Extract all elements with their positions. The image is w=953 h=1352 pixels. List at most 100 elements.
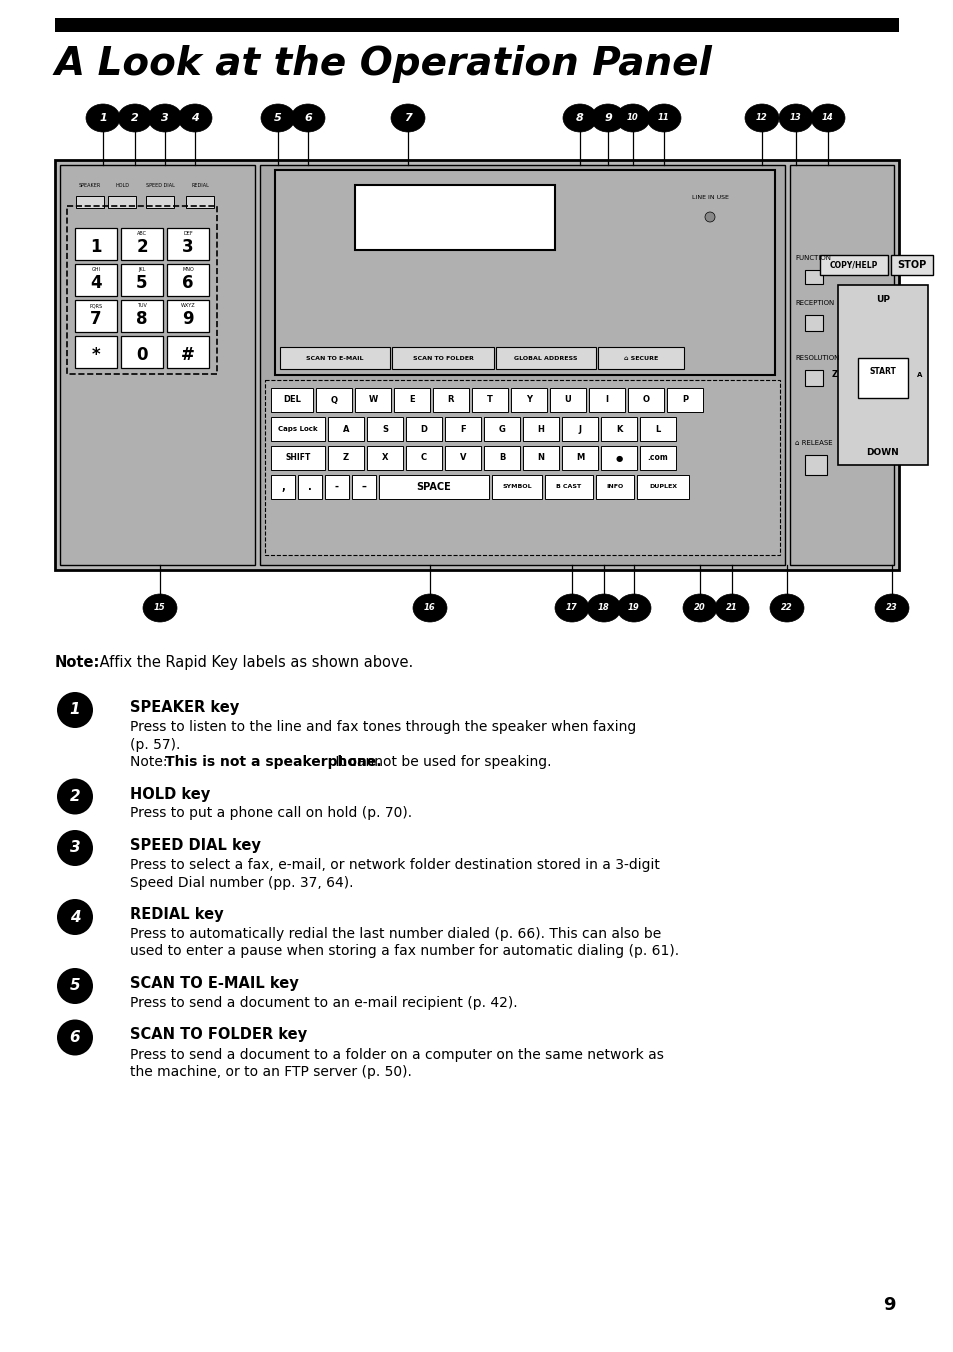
Text: 9: 9	[603, 114, 611, 123]
Text: J: J	[578, 425, 581, 434]
Text: 3: 3	[182, 238, 193, 256]
Text: S: S	[381, 425, 388, 434]
Text: 3: 3	[161, 114, 169, 123]
Text: Press to send a document to an e-mail recipient (p. 42).: Press to send a document to an e-mail re…	[130, 996, 517, 1010]
Bar	[804, 456, 826, 475]
Text: 5: 5	[70, 979, 80, 994]
Bar	[666, 388, 702, 412]
Text: ⌂ SECURE: ⌂ SECURE	[623, 356, 658, 361]
Bar	[260, 165, 784, 565]
Text: SYMBOL: SYMBOL	[501, 484, 531, 489]
Bar	[355, 185, 555, 250]
Text: Note:: Note:	[55, 654, 100, 671]
Text: A Look at the Operation Panel: A Look at the Operation Panel	[55, 45, 712, 82]
Bar	[271, 475, 294, 499]
Text: Press to select a fax, e-mail, or network folder destination stored in a 3-digit: Press to select a fax, e-mail, or networ…	[130, 859, 659, 872]
Text: SCAN TO E-MAIL key: SCAN TO E-MAIL key	[130, 976, 298, 991]
Text: 1: 1	[99, 114, 107, 123]
Text: GHI: GHI	[91, 266, 100, 272]
Text: 5: 5	[136, 274, 148, 292]
Bar	[75, 337, 117, 368]
Ellipse shape	[586, 594, 620, 622]
Text: DEL: DEL	[283, 396, 300, 404]
Text: 14: 14	[821, 114, 833, 123]
Text: A: A	[342, 425, 349, 434]
Text: Press to put a phone call on hold (p. 70).: Press to put a phone call on hold (p. 70…	[130, 807, 412, 821]
Ellipse shape	[261, 104, 294, 132]
Text: A: A	[917, 372, 922, 379]
Text: L: L	[655, 425, 659, 434]
Bar	[146, 196, 173, 208]
Text: MNO: MNO	[182, 266, 193, 272]
Text: Press to send a document to a folder on a computer on the same network as: Press to send a document to a folder on …	[130, 1048, 663, 1061]
Text: 1: 1	[70, 703, 80, 718]
Text: Q: Q	[330, 396, 337, 404]
Text: B: B	[498, 453, 505, 462]
Circle shape	[57, 830, 92, 867]
Text: 2: 2	[136, 238, 148, 256]
Text: D: D	[420, 425, 427, 434]
Circle shape	[57, 692, 92, 727]
Bar	[167, 264, 209, 296]
Bar	[433, 388, 469, 412]
Bar	[789, 165, 893, 565]
Bar	[280, 347, 390, 369]
Bar	[639, 416, 676, 441]
Text: (p. 57).: (p. 57).	[130, 737, 180, 752]
Bar	[60, 165, 254, 565]
Text: the machine, or to an FTP server (p. 50).: the machine, or to an FTP server (p. 50)…	[130, 1065, 412, 1079]
Text: LINE IN USE: LINE IN USE	[691, 195, 728, 200]
Text: Caps Lock: Caps Lock	[278, 426, 317, 433]
Ellipse shape	[291, 104, 325, 132]
Bar	[406, 416, 441, 441]
Bar	[186, 196, 213, 208]
Ellipse shape	[178, 104, 212, 132]
Text: TUV: TUV	[137, 303, 147, 308]
Bar	[561, 416, 598, 441]
Bar	[328, 446, 364, 470]
Text: W: W	[368, 396, 377, 404]
Bar	[167, 300, 209, 333]
Circle shape	[704, 212, 714, 222]
Text: ⌂ RELEASE: ⌂ RELEASE	[794, 439, 832, 446]
Bar	[804, 370, 822, 387]
Text: 9: 9	[182, 310, 193, 329]
Bar	[483, 416, 519, 441]
Bar	[483, 446, 519, 470]
Bar	[804, 270, 822, 284]
Ellipse shape	[616, 104, 649, 132]
Bar	[392, 347, 494, 369]
Text: Y: Y	[525, 396, 532, 404]
Bar	[522, 446, 558, 470]
Text: V: V	[459, 453, 466, 462]
Circle shape	[57, 968, 92, 1005]
Text: FUNCTION: FUNCTION	[794, 256, 830, 261]
Text: SCAN TO FOLDER key: SCAN TO FOLDER key	[130, 1028, 307, 1042]
Text: T: T	[487, 396, 493, 404]
Ellipse shape	[714, 594, 748, 622]
Text: 20: 20	[694, 603, 705, 612]
Text: 16: 16	[424, 603, 436, 612]
Bar	[367, 416, 402, 441]
Text: START: START	[868, 368, 896, 376]
Text: PQRS: PQRS	[90, 303, 103, 308]
Ellipse shape	[779, 104, 812, 132]
Bar	[75, 264, 117, 296]
Ellipse shape	[143, 594, 177, 622]
Text: RECEPTION: RECEPTION	[794, 300, 833, 306]
Ellipse shape	[562, 104, 597, 132]
Text: H: H	[537, 425, 544, 434]
Bar	[315, 388, 352, 412]
Text: I: I	[605, 396, 608, 404]
Text: HOLD: HOLD	[115, 183, 129, 188]
Text: STOP: STOP	[897, 260, 925, 270]
Text: 9: 9	[882, 1297, 894, 1314]
Text: ●: ●	[615, 453, 622, 462]
Text: G: G	[498, 425, 505, 434]
Bar	[598, 347, 683, 369]
Text: JKL: JKL	[138, 266, 146, 272]
Text: C: C	[420, 453, 427, 462]
Text: E: E	[409, 396, 415, 404]
Bar	[804, 315, 822, 331]
Text: DUPLEX: DUPLEX	[648, 484, 677, 489]
